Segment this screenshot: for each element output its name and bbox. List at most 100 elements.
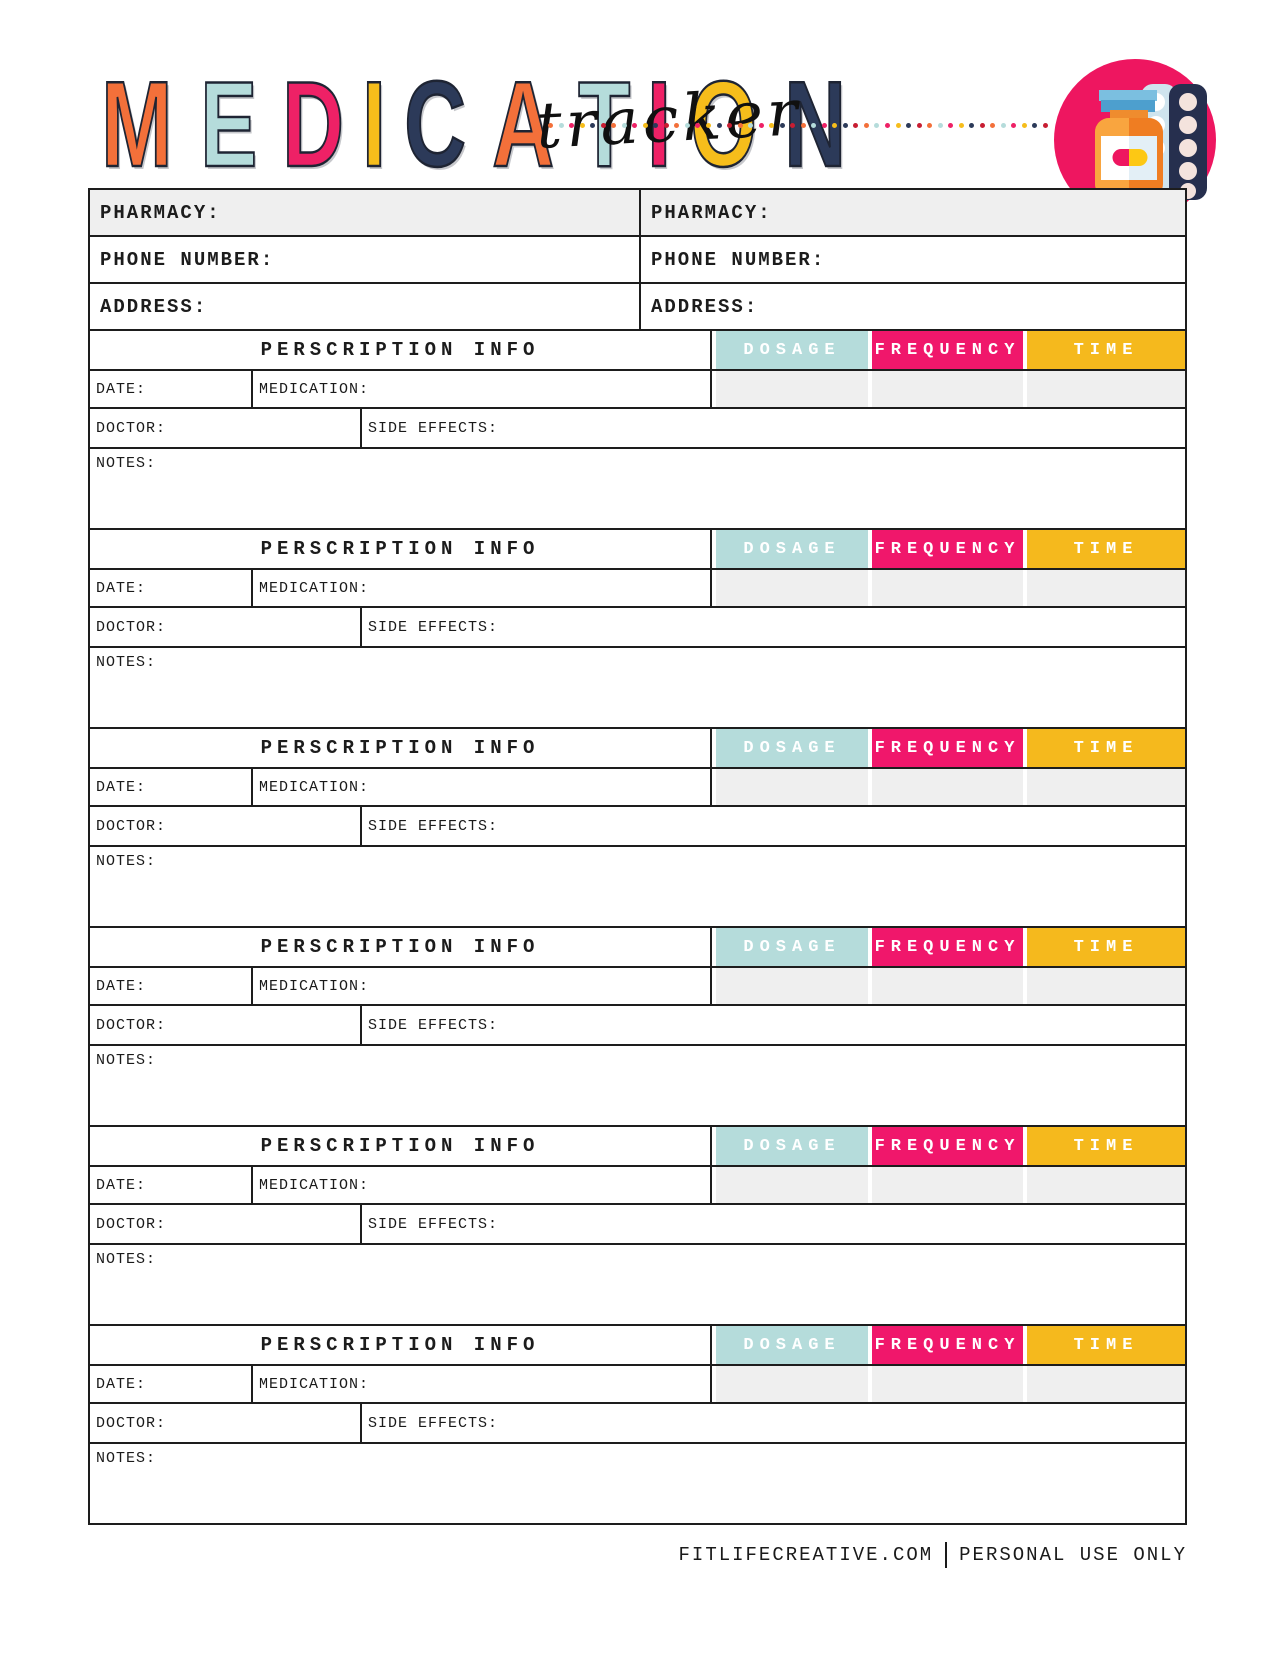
date-field[interactable]: DATE:	[90, 570, 253, 606]
doctor-field[interactable]: DOCTOR:	[90, 1404, 362, 1442]
prescription-block-header: PERSCRIPTION INFO DOSAGE FREQUENCY TIME	[90, 530, 1185, 568]
phone-number-label: PHONE NUMBER:	[100, 248, 275, 271]
divider-dot	[548, 123, 553, 128]
side-effects-field[interactable]: SIDE EFFECTS:	[362, 807, 1185, 845]
time-field[interactable]	[1027, 570, 1185, 606]
address-field-left[interactable]: ADDRESS:	[90, 284, 641, 329]
time-field[interactable]	[1027, 968, 1185, 1004]
title-letter: E	[199, 55, 258, 192]
notes-field[interactable]: NOTES:	[90, 845, 1185, 926]
divider-dot	[769, 123, 775, 128]
side-effects-field[interactable]: SIDE EFFECTS:	[362, 409, 1185, 447]
dosage-field[interactable]	[716, 371, 868, 407]
frequency-field[interactable]	[872, 1167, 1023, 1203]
date-field[interactable]: DATE:	[90, 1167, 253, 1203]
time-column-header: TIME	[1027, 1127, 1185, 1165]
divider-dot	[695, 123, 701, 128]
pharmacy-name-field-right[interactable]: PHARMACY:	[641, 190, 1185, 235]
notes-field[interactable]: NOTES:	[90, 1243, 1185, 1324]
divider-dot	[979, 123, 985, 128]
doctor-label: DOCTOR:	[96, 817, 167, 835]
side-effects-field[interactable]: SIDE EFFECTS:	[362, 1404, 1185, 1442]
side-effects-field[interactable]: SIDE EFFECTS:	[362, 1006, 1185, 1044]
notes-field[interactable]: NOTES:	[90, 447, 1185, 528]
divider-dot	[569, 123, 575, 128]
medication-field[interactable]: MEDICATION:	[253, 1366, 712, 1402]
prescription-block-header: PERSCRIPTION INFO DOSAGE FREQUENCY TIME	[90, 1127, 1185, 1165]
time-field[interactable]	[1027, 371, 1185, 407]
address-label: ADDRESS:	[651, 295, 759, 318]
doctor-field[interactable]: DOCTOR:	[90, 409, 362, 447]
dosage-field[interactable]	[716, 1167, 868, 1203]
notes-field[interactable]: NOTES:	[90, 1044, 1185, 1125]
notes-field[interactable]: NOTES:	[90, 646, 1185, 727]
phone-number-field-right[interactable]: PHONE NUMBER:	[641, 237, 1185, 282]
frequency-column-header: FREQUENCY	[872, 928, 1023, 966]
medication-logo	[1053, 58, 1217, 222]
notes-label: NOTES:	[96, 455, 157, 472]
phone-number-field-left[interactable]: PHONE NUMBER:	[90, 237, 641, 282]
medication-field[interactable]: MEDICATION:	[253, 769, 712, 805]
side-effects-field[interactable]: SIDE EFFECTS:	[362, 1205, 1185, 1243]
prescription-block-header: PERSCRIPTION INFO DOSAGE FREQUENCY TIME	[90, 1326, 1185, 1364]
title-letter: A	[491, 55, 555, 192]
divider-dot	[853, 123, 859, 128]
divider-dot	[916, 123, 922, 128]
medication-label: MEDICATION:	[259, 778, 370, 796]
doctor-field[interactable]: DOCTOR:	[90, 807, 362, 845]
date-field[interactable]: DATE:	[90, 371, 253, 407]
divider-dot	[927, 123, 933, 128]
dosage-field[interactable]	[716, 570, 868, 606]
dosage-column-header: DOSAGE	[716, 928, 868, 966]
time-column-header: TIME	[1027, 530, 1185, 568]
medication-field[interactable]: MEDICATION:	[253, 371, 712, 407]
frequency-field[interactable]	[872, 1366, 1023, 1402]
dosage-field[interactable]	[716, 968, 868, 1004]
divider-dot	[821, 123, 827, 128]
doctor-field[interactable]: DOCTOR:	[90, 1006, 362, 1044]
notes-label: NOTES:	[96, 853, 157, 870]
dosage-field[interactable]	[716, 1366, 868, 1402]
prescription-info-title: PERSCRIPTION INFO	[260, 936, 540, 958]
doctor-field[interactable]: DOCTOR:	[90, 1205, 362, 1243]
notes-field[interactable]: NOTES:	[90, 1442, 1185, 1523]
side-effects-label: SIDE EFFECTS:	[368, 1215, 499, 1233]
side-effects-field[interactable]: SIDE EFFECTS:	[362, 608, 1185, 646]
date-field[interactable]: DATE:	[90, 1366, 253, 1402]
divider-dot	[716, 123, 722, 128]
medication-field[interactable]: MEDICATION:	[253, 968, 712, 1004]
prescription-info-header-cell: PERSCRIPTION INFO	[90, 1127, 712, 1165]
prescription-block-header: PERSCRIPTION INFO DOSAGE FREQUENCY TIME	[90, 729, 1185, 767]
time-field[interactable]	[1027, 769, 1185, 805]
frequency-field[interactable]	[872, 371, 1023, 407]
time-column-header: TIME	[1027, 1326, 1185, 1364]
time-field[interactable]	[1027, 1366, 1185, 1402]
time-field[interactable]	[1027, 1167, 1185, 1203]
prescription-info-header-cell: PERSCRIPTION INFO	[90, 331, 712, 369]
dosage-field[interactable]	[716, 769, 868, 805]
date-medication-row: DATE: MEDICATION:	[90, 568, 1185, 606]
title-letter: O	[689, 55, 757, 192]
pharmacy-name-field-left[interactable]: PHARMACY:	[90, 190, 641, 235]
frequency-field[interactable]	[872, 968, 1023, 1004]
date-field[interactable]: DATE:	[90, 769, 253, 805]
medication-field[interactable]: MEDICATION:	[253, 570, 712, 606]
divider-dot	[948, 123, 954, 128]
medication-field[interactable]: MEDICATION:	[253, 1167, 712, 1203]
medication-label: MEDICATION:	[259, 977, 370, 995]
address-field-right[interactable]: ADDRESS:	[641, 284, 1185, 329]
notes-label: NOTES:	[96, 1450, 157, 1467]
frequency-field[interactable]	[872, 769, 1023, 805]
prescription-block: PERSCRIPTION INFO DOSAGE FREQUENCY TIME …	[90, 1324, 1185, 1523]
divider-dot	[937, 123, 943, 128]
doctor-field[interactable]: DOCTOR:	[90, 608, 362, 646]
prescription-info-title: PERSCRIPTION INFO	[260, 538, 540, 560]
divider-dot	[1000, 123, 1006, 128]
footer-note: PERSONAL USE ONLY	[959, 1544, 1187, 1566]
divider-dot	[811, 123, 817, 128]
frequency-field[interactable]	[872, 570, 1023, 606]
frequency-label: FREQUENCY	[874, 937, 1021, 957]
date-field[interactable]: DATE:	[90, 968, 253, 1004]
dosage-column-header: DOSAGE	[716, 530, 868, 568]
